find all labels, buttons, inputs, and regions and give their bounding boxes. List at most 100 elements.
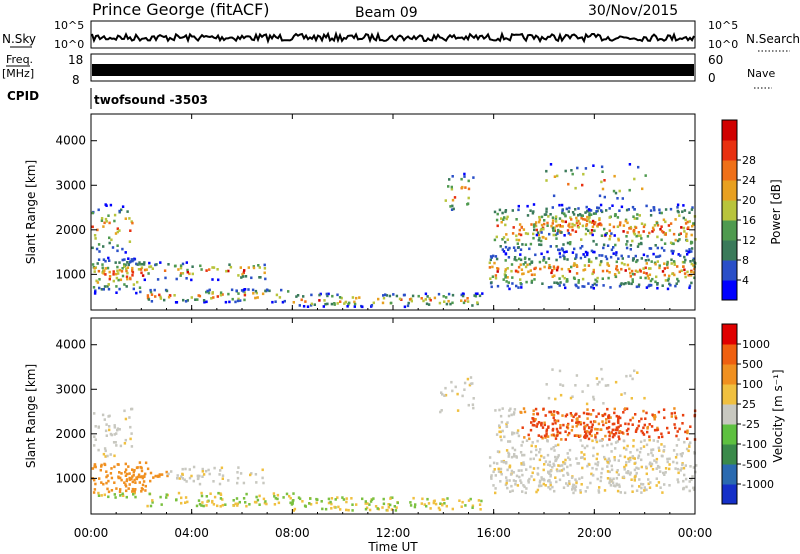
echo-cell	[110, 476, 114, 480]
echo-cell	[562, 254, 565, 257]
echo-cell	[634, 226, 638, 229]
echo-cell	[91, 246, 94, 250]
echo-cell	[586, 444, 589, 448]
echo-cell	[652, 439, 655, 442]
echo-cell	[560, 267, 564, 271]
echo-cell	[428, 297, 431, 300]
echo-cell	[649, 209, 653, 212]
echo-cell	[635, 428, 638, 432]
echo-cell	[508, 287, 511, 291]
echo-cell	[566, 241, 570, 245]
echo-cell	[556, 232, 559, 235]
echo-cell	[560, 219, 564, 223]
echo-cell	[597, 223, 600, 226]
echo-cell	[674, 284, 677, 288]
echo-cell	[637, 242, 641, 246]
echo-cell	[448, 178, 451, 181]
echo-cell	[461, 185, 464, 189]
echo-cell	[134, 481, 137, 484]
echo-cell	[633, 233, 637, 236]
echo-cell	[571, 395, 574, 398]
echo-cell	[492, 470, 495, 474]
echo-cell	[347, 508, 350, 512]
echo-cell	[130, 445, 134, 448]
echo-cell	[651, 413, 654, 417]
echo-cell	[240, 276, 243, 279]
echo-cell	[515, 474, 519, 478]
echo-cell	[496, 212, 499, 216]
echo-cell	[221, 503, 224, 507]
echo-cell	[512, 226, 515, 229]
echo-cell	[649, 279, 653, 283]
echo-cell	[516, 429, 520, 432]
echo-cell	[504, 210, 507, 214]
echo-cell	[598, 380, 601, 384]
echo-cell	[536, 422, 539, 426]
echo-cell	[570, 265, 573, 269]
echo-cell	[382, 497, 385, 501]
echo-cell	[427, 502, 431, 505]
echo-cell	[469, 382, 473, 386]
echo-cell	[140, 487, 144, 490]
nsearch-tick-top: 10^5	[708, 19, 738, 32]
echo-cell	[627, 422, 630, 426]
echo-cell	[206, 500, 209, 503]
echo-cell	[507, 414, 511, 418]
echo-cell	[674, 456, 678, 459]
echo-cell	[460, 299, 463, 302]
echo-cell	[467, 196, 470, 200]
echo-cell	[669, 283, 672, 287]
echo-cell	[325, 292, 328, 296]
echo-cell	[594, 433, 597, 437]
echo-cell	[631, 490, 634, 493]
echo-cell	[623, 465, 626, 469]
echo-cell	[579, 422, 582, 426]
echo-cell	[211, 278, 214, 281]
echo-cell	[631, 280, 634, 284]
echo-cell	[536, 439, 539, 443]
echo-cell	[668, 467, 671, 471]
echo-cell	[572, 483, 575, 487]
echo-cell	[528, 257, 531, 261]
echo-cell	[327, 292, 330, 296]
echo-cell	[648, 435, 651, 438]
echo-cell	[173, 264, 177, 268]
echo-cell	[595, 377, 599, 380]
echo-cell	[585, 412, 589, 416]
echo-cell	[653, 459, 656, 462]
echo-cell	[516, 270, 520, 274]
echo-cell	[621, 257, 624, 260]
echo-cell	[624, 463, 628, 467]
echo-cell	[469, 497, 472, 501]
echo-cell	[592, 268, 595, 272]
echo-cell	[560, 438, 563, 441]
echo-cell	[653, 417, 656, 421]
echo-cell	[572, 415, 575, 419]
echo-cell	[660, 432, 663, 436]
echo-cell	[412, 496, 415, 500]
echo-cell	[633, 217, 636, 220]
echo-cell	[437, 506, 441, 510]
echo-cell	[102, 452, 106, 456]
echo-cell	[601, 420, 604, 423]
nsky-trace	[91, 30, 695, 45]
echo-cell	[212, 480, 215, 483]
echo-cell	[687, 250, 690, 254]
echo-cell	[616, 427, 619, 430]
echo-cell	[142, 263, 146, 266]
echo-cell	[590, 232, 593, 235]
echo-cell	[551, 222, 554, 225]
echo-cell	[551, 219, 555, 222]
echo-cell	[106, 266, 110, 270]
echo-cell	[574, 485, 578, 488]
echo-cell	[571, 211, 575, 214]
echo-cell	[126, 271, 129, 275]
echo-cell	[432, 501, 435, 505]
echo-cell	[692, 488, 696, 491]
echo-cell	[640, 222, 644, 225]
echo-cell	[275, 293, 279, 297]
echo-cell	[219, 505, 222, 508]
echo-cell	[156, 278, 160, 281]
echo-cell	[630, 397, 633, 400]
